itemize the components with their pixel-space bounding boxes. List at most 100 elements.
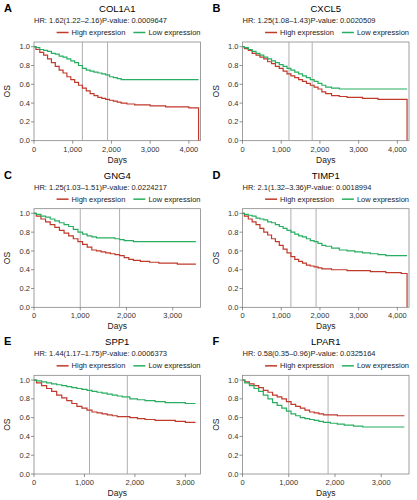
y-tick-label: 0.8 — [20, 394, 30, 403]
y-tick — [240, 213, 243, 214]
y-tick — [240, 380, 243, 381]
x-tick — [126, 307, 127, 310]
figure: 0 1,000 2,000 3,000 4,000 0.0 0.2 0.4 0.6 0.8 1.0 D… — [0, 0, 417, 500]
x-tick-label: 1,000 — [272, 145, 291, 154]
legend-label: Low expression — [357, 361, 409, 370]
x-tick-label: 2,000 — [102, 145, 121, 154]
y-tick — [31, 436, 34, 437]
x-tick-label: 0 — [32, 478, 36, 487]
x-tick — [34, 474, 35, 477]
y-tick-label: 0.0 — [20, 303, 30, 312]
panel-label: D — [213, 169, 221, 181]
annotation: HR: 1.25(1.03–1.51)P-value: 0.0224217 — [34, 183, 167, 192]
y-tick-label: 0.0 — [228, 470, 238, 479]
plot-data — [243, 209, 408, 308]
plot-frame — [243, 375, 410, 474]
legend-swatch — [133, 198, 145, 200]
reference-line — [127, 375, 128, 474]
x-tick — [335, 474, 336, 477]
y-tick-label: 0.0 — [20, 470, 30, 479]
survival-curve — [243, 213, 408, 307]
x-axis-label: Days — [316, 488, 335, 498]
panel-label: C — [4, 169, 12, 181]
plot-data — [243, 375, 405, 474]
y-tick — [31, 213, 34, 214]
plot-frame — [243, 42, 410, 141]
x-tick-label: 4,000 — [388, 311, 407, 320]
y-tick-label: 0.8 — [228, 61, 238, 70]
reference-line — [328, 375, 329, 474]
x-tick-label: 2,000 — [126, 478, 145, 487]
x-tick — [172, 307, 173, 310]
y-tick-label: 0.2 — [228, 117, 238, 126]
x-tick-label: 2,000 — [311, 145, 330, 154]
x-tick-label: 3,000 — [163, 311, 182, 320]
x-tick-label: 0 — [32, 145, 36, 154]
legend-label: Low expression — [148, 28, 200, 37]
annotation: HR: 1.62(1.22–2.16)P-value: 0.0009647 — [34, 16, 167, 25]
legend: High expressionLow expression — [57, 361, 201, 370]
x-tick-label: 1,000 — [75, 478, 94, 487]
y-tick — [240, 398, 243, 399]
x-tick — [34, 307, 35, 310]
x-tick — [188, 141, 189, 144]
x-tick-label: 0 — [240, 478, 244, 487]
y-tick — [31, 269, 34, 270]
y-axis-label: OS — [2, 418, 12, 431]
x-tick-label: 4,000 — [388, 145, 407, 154]
y-axis-label: OS — [211, 85, 221, 98]
y-tick — [240, 474, 243, 475]
survival-curve — [34, 213, 196, 241]
y-tick — [31, 288, 34, 289]
x-tick — [242, 307, 243, 310]
y-tick-label: 1.0 — [228, 42, 238, 51]
y-tick — [31, 232, 34, 233]
y-tick-label: 1.0 — [20, 209, 30, 218]
reference-line — [312, 42, 313, 141]
x-tick — [84, 474, 85, 477]
y-tick-label: 1.0 — [228, 209, 238, 218]
y-tick-label: 0.0 — [228, 303, 238, 312]
y-tick-label: 0.4 — [20, 265, 30, 274]
legend-swatch — [57, 365, 69, 367]
survival-curve — [243, 380, 405, 416]
plot-frame — [34, 209, 201, 308]
panel-title: GNG4 — [104, 170, 131, 181]
x-tick — [150, 141, 151, 144]
panel-label: E — [4, 335, 11, 347]
x-axis-label: Days — [316, 155, 335, 165]
survival-curve — [243, 47, 408, 141]
survival-curve — [243, 380, 405, 427]
y-tick — [240, 46, 243, 47]
legend-swatch — [57, 32, 69, 34]
y-tick-label: 0.0 — [20, 136, 30, 145]
x-tick-label: 0 — [32, 311, 36, 320]
legend-label: High expression — [280, 195, 334, 204]
y-tick — [240, 250, 243, 251]
legend-label: High expression — [72, 195, 126, 204]
x-tick — [319, 307, 320, 310]
annotation: HR: 1.44(1.17–1.75)P-value: 0.0006373 — [34, 349, 167, 358]
survival-curve — [34, 380, 195, 422]
x-tick — [358, 307, 359, 310]
survival-curve — [34, 47, 199, 80]
y-tick-label: 0.0 — [228, 136, 238, 145]
panel: 01,0002,0003,0000.00.20.40.60.81.0DaysOS… — [2, 335, 201, 498]
x-tick — [185, 474, 186, 477]
panel-title: CXCL5 — [310, 3, 341, 14]
plot-frame — [34, 375, 201, 474]
y-tick-label: 0.2 — [228, 284, 238, 293]
plot-frame — [243, 209, 410, 308]
reference-line — [288, 375, 289, 474]
y-tick — [240, 84, 243, 85]
y-tick — [31, 103, 34, 104]
y-tick-label: 0.6 — [228, 80, 238, 89]
y-tick — [240, 288, 243, 289]
x-tick-label: 3,000 — [349, 145, 368, 154]
y-tick-label: 0.6 — [228, 247, 238, 256]
x-tick-label: 0 — [240, 311, 244, 320]
y-tick — [31, 455, 34, 456]
y-tick — [240, 232, 243, 233]
x-tick-label: 3,000 — [176, 478, 195, 487]
legend: High expressionLow expression — [265, 28, 409, 37]
